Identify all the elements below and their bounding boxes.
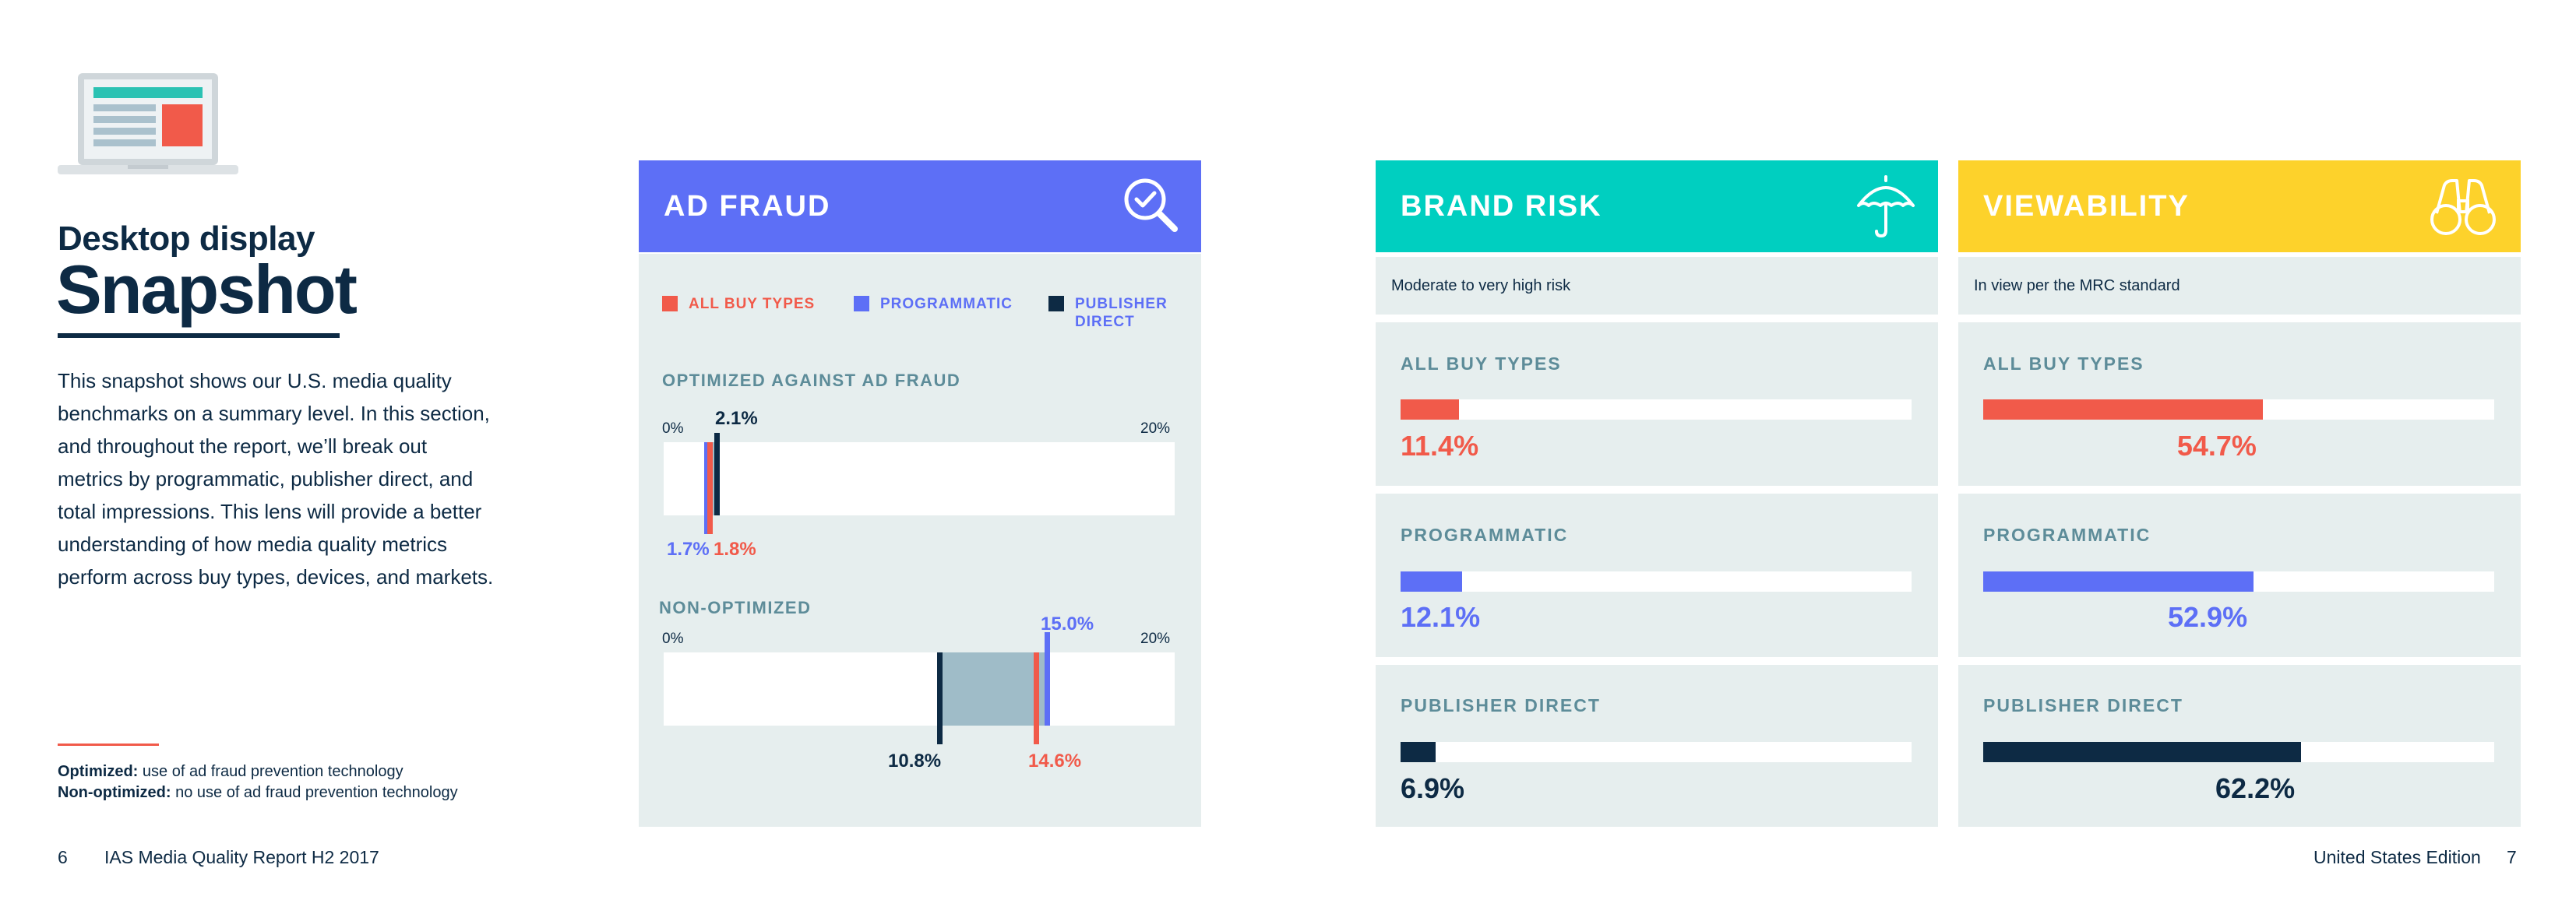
- viewability-all-value: 54.7%: [2176, 430, 2257, 462]
- optimized-all-buy-types-line: [707, 442, 713, 534]
- brand-risk-all-track: [1401, 399, 1912, 420]
- viewability-publisher-value: 62.2%: [2215, 772, 2296, 804]
- viewability-publisher-bar: [1983, 742, 2302, 762]
- non-optimized-label: NON-OPTIMIZED: [659, 598, 812, 617]
- optimized-all-buy-types-value: 1.8%: [714, 539, 756, 560]
- brand-risk-all-value: 11.4%: [1401, 430, 1479, 462]
- legend-swatch-programmatic: [854, 296, 869, 311]
- ad-fraud-header: AD FRAUD: [639, 160, 1201, 252]
- def-non-optimized-text: no use of ad fraud prevention technology: [171, 784, 458, 801]
- non-optimized-all-buy-types-value: 14.6%: [1028, 751, 1082, 772]
- non-optimized-all-buy-types-line: [1034, 652, 1040, 744]
- brand-risk-publisher-bar: [1401, 742, 1436, 762]
- non-optimized-publisher-direct-line: [936, 652, 943, 744]
- brand-risk-all-label: ALL BUY TYPES: [1401, 353, 1562, 374]
- page-number-right: 7: [2507, 847, 2517, 867]
- non-optimized-publisher-direct-value: 10.8%: [888, 751, 942, 772]
- legend-publisher-line2: DIRECT: [1075, 314, 1135, 330]
- non-optimized-range-shade: [939, 652, 1047, 726]
- legend-programmatic: PROGRAMMATIC: [880, 296, 1013, 312]
- optimized-label: OPTIMIZED AGAINST AD FRAUD: [662, 371, 961, 390]
- def-optimized-text: use of ad fraud prevention technology: [138, 763, 403, 780]
- legend-publisher-line1: PUBLISHER: [1075, 296, 1168, 312]
- umbrella-icon: [1857, 175, 1915, 238]
- brand-risk-subtitle: Moderate to very high risk: [1376, 257, 1938, 315]
- optimized-programmatic-value: 1.7%: [667, 539, 710, 560]
- viewability-programmatic-label: PROGRAMMATIC: [1983, 525, 2151, 545]
- viewability-programmatic-value: 52.9%: [2168, 601, 2248, 633]
- brand-risk-title: BRAND RISK: [1401, 190, 1602, 223]
- page-number-left: 6: [58, 847, 68, 867]
- optimized-axis-max: 20%: [1140, 420, 1171, 437]
- optimized-publisher-direct-value: 2.1%: [715, 408, 758, 429]
- viewability-all-label: ALL BUY TYPES: [1983, 353, 2144, 374]
- brand-risk-programmatic-value: 12.1%: [1401, 601, 1481, 633]
- optimized-track: [664, 442, 1175, 515]
- non-optimized-track: [664, 652, 1175, 726]
- viewability-title: VIEWABILITY: [1983, 190, 2190, 223]
- brand-risk-header: BRAND RISK: [1376, 160, 1938, 252]
- viewability-subtitle: In view per the MRC standard: [1958, 257, 2521, 315]
- optimized-publisher-direct-line: [714, 433, 721, 515]
- section-kicker: Desktop display: [58, 220, 315, 258]
- laptop-illustration-icon: [58, 73, 238, 174]
- def-optimized-term: Optimized:: [58, 763, 139, 780]
- definitions-rule: [58, 744, 159, 746]
- legend-all-buy-types: ALL BUY TYPES: [689, 296, 816, 312]
- page-title: Snapshot: [56, 251, 358, 328]
- viewability-all-bar: [1983, 399, 2263, 420]
- edition-label: United States Edition: [2313, 847, 2481, 867]
- legend-swatch-publisher: [1048, 296, 1064, 311]
- optimized-axis-min: 0%: [662, 420, 684, 437]
- intro-paragraph: This snapshot shows our U.S. media quali…: [58, 369, 494, 589]
- viewability-publisher-label: PUBLISHER DIRECT: [1983, 695, 2183, 715]
- magnifier-check-icon: [1124, 178, 1178, 232]
- non-optimized-programmatic-line: [1044, 632, 1050, 726]
- ad-fraud-panel: [639, 254, 1201, 827]
- report-title: IAS Media Quality Report H2 2017: [104, 847, 379, 867]
- brand-risk-publisher-value: 6.9%: [1401, 772, 1465, 804]
- non-optimized-programmatic-value: 15.0%: [1041, 613, 1094, 635]
- def-non-optimized-term: Non-optimized:: [58, 784, 171, 801]
- brand-risk-programmatic-track: [1401, 571, 1912, 592]
- brand-risk-all-bar: [1401, 399, 1459, 420]
- definitions: Optimized: use of ad fraud prevention te…: [58, 761, 458, 803]
- brand-risk-programmatic-bar: [1401, 571, 1463, 592]
- non-optimized-axis-min: 0%: [662, 631, 684, 647]
- viewability-header: VIEWABILITY: [1958, 160, 2521, 252]
- non-optimized-axis-max: 20%: [1140, 631, 1171, 647]
- binoculars-icon: [2430, 179, 2496, 235]
- ad-fraud-title: AD FRAUD: [664, 190, 831, 223]
- brand-risk-publisher-track: [1401, 742, 1912, 762]
- viewability-programmatic-bar: [1983, 571, 2254, 592]
- brand-risk-publisher-label: PUBLISHER DIRECT: [1401, 695, 1601, 715]
- brand-risk-programmatic-label: PROGRAMMATIC: [1401, 525, 1569, 545]
- legend-swatch-all: [662, 296, 678, 311]
- title-underline: [58, 333, 340, 338]
